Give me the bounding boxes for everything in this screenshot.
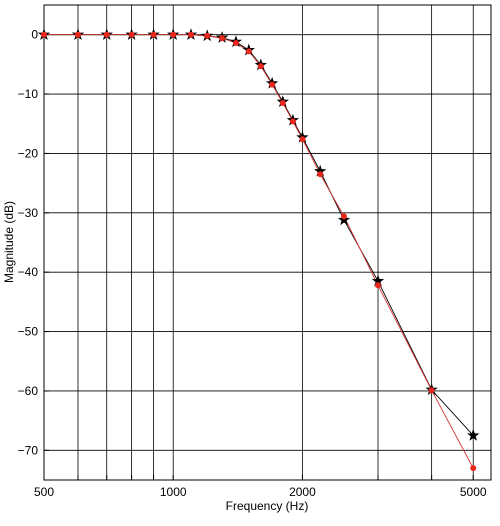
series-1-point [314,164,327,177]
series-2-point [279,99,286,106]
series-2-point [150,31,157,38]
y-tick-label: −10 [18,87,39,101]
series-2-point [204,32,211,39]
series-2-point [128,31,135,38]
y-tick-label: 0 [31,28,38,42]
series-2-point [257,63,264,70]
x-tick-label: 500 [34,485,54,499]
series-1-point [467,428,480,441]
series-1-line [44,34,474,436]
y-axis-title: Magnitude (dB) [2,201,16,283]
series-2-point [103,31,110,38]
series-2-point [269,81,276,88]
series-2-point [341,213,348,220]
series-2-point [375,282,382,289]
series-2-point [170,31,177,38]
x-tick-label: 2000 [289,485,316,499]
y-tick-label: −30 [18,206,39,220]
data-series [37,28,480,472]
x-tick-label: 5000 [460,485,487,499]
y-tick-label: −60 [18,384,39,398]
x-axis-title: Frequency (Hz) [226,499,309,513]
series-2-point [428,387,435,394]
y-axis-ticks: 0 −10 −20 −30 −40 −50 −60 −70 [18,28,49,457]
series-2-point [245,48,252,55]
series-2-point [219,35,226,42]
series-1-point [371,274,385,287]
series-2-point [232,40,239,46]
series-2-point [41,31,47,38]
series-2-point [470,465,477,472]
series-2-point [289,118,296,125]
series-2-point [74,31,81,38]
series-2-point [187,31,194,38]
x-tick-label: 1000 [160,485,187,499]
y-tick-label: −50 [18,325,39,339]
x-axis-ticks: 500 1000 2000 5000 [34,475,487,499]
series-2-point [299,136,306,143]
plot-frame [43,4,492,481]
series-2-point [317,171,324,178]
series-2-line [44,34,474,469]
y-tick-label: −70 [18,443,39,457]
y-tick-label: −40 [18,265,39,279]
y-tick-label: −20 [18,146,39,160]
